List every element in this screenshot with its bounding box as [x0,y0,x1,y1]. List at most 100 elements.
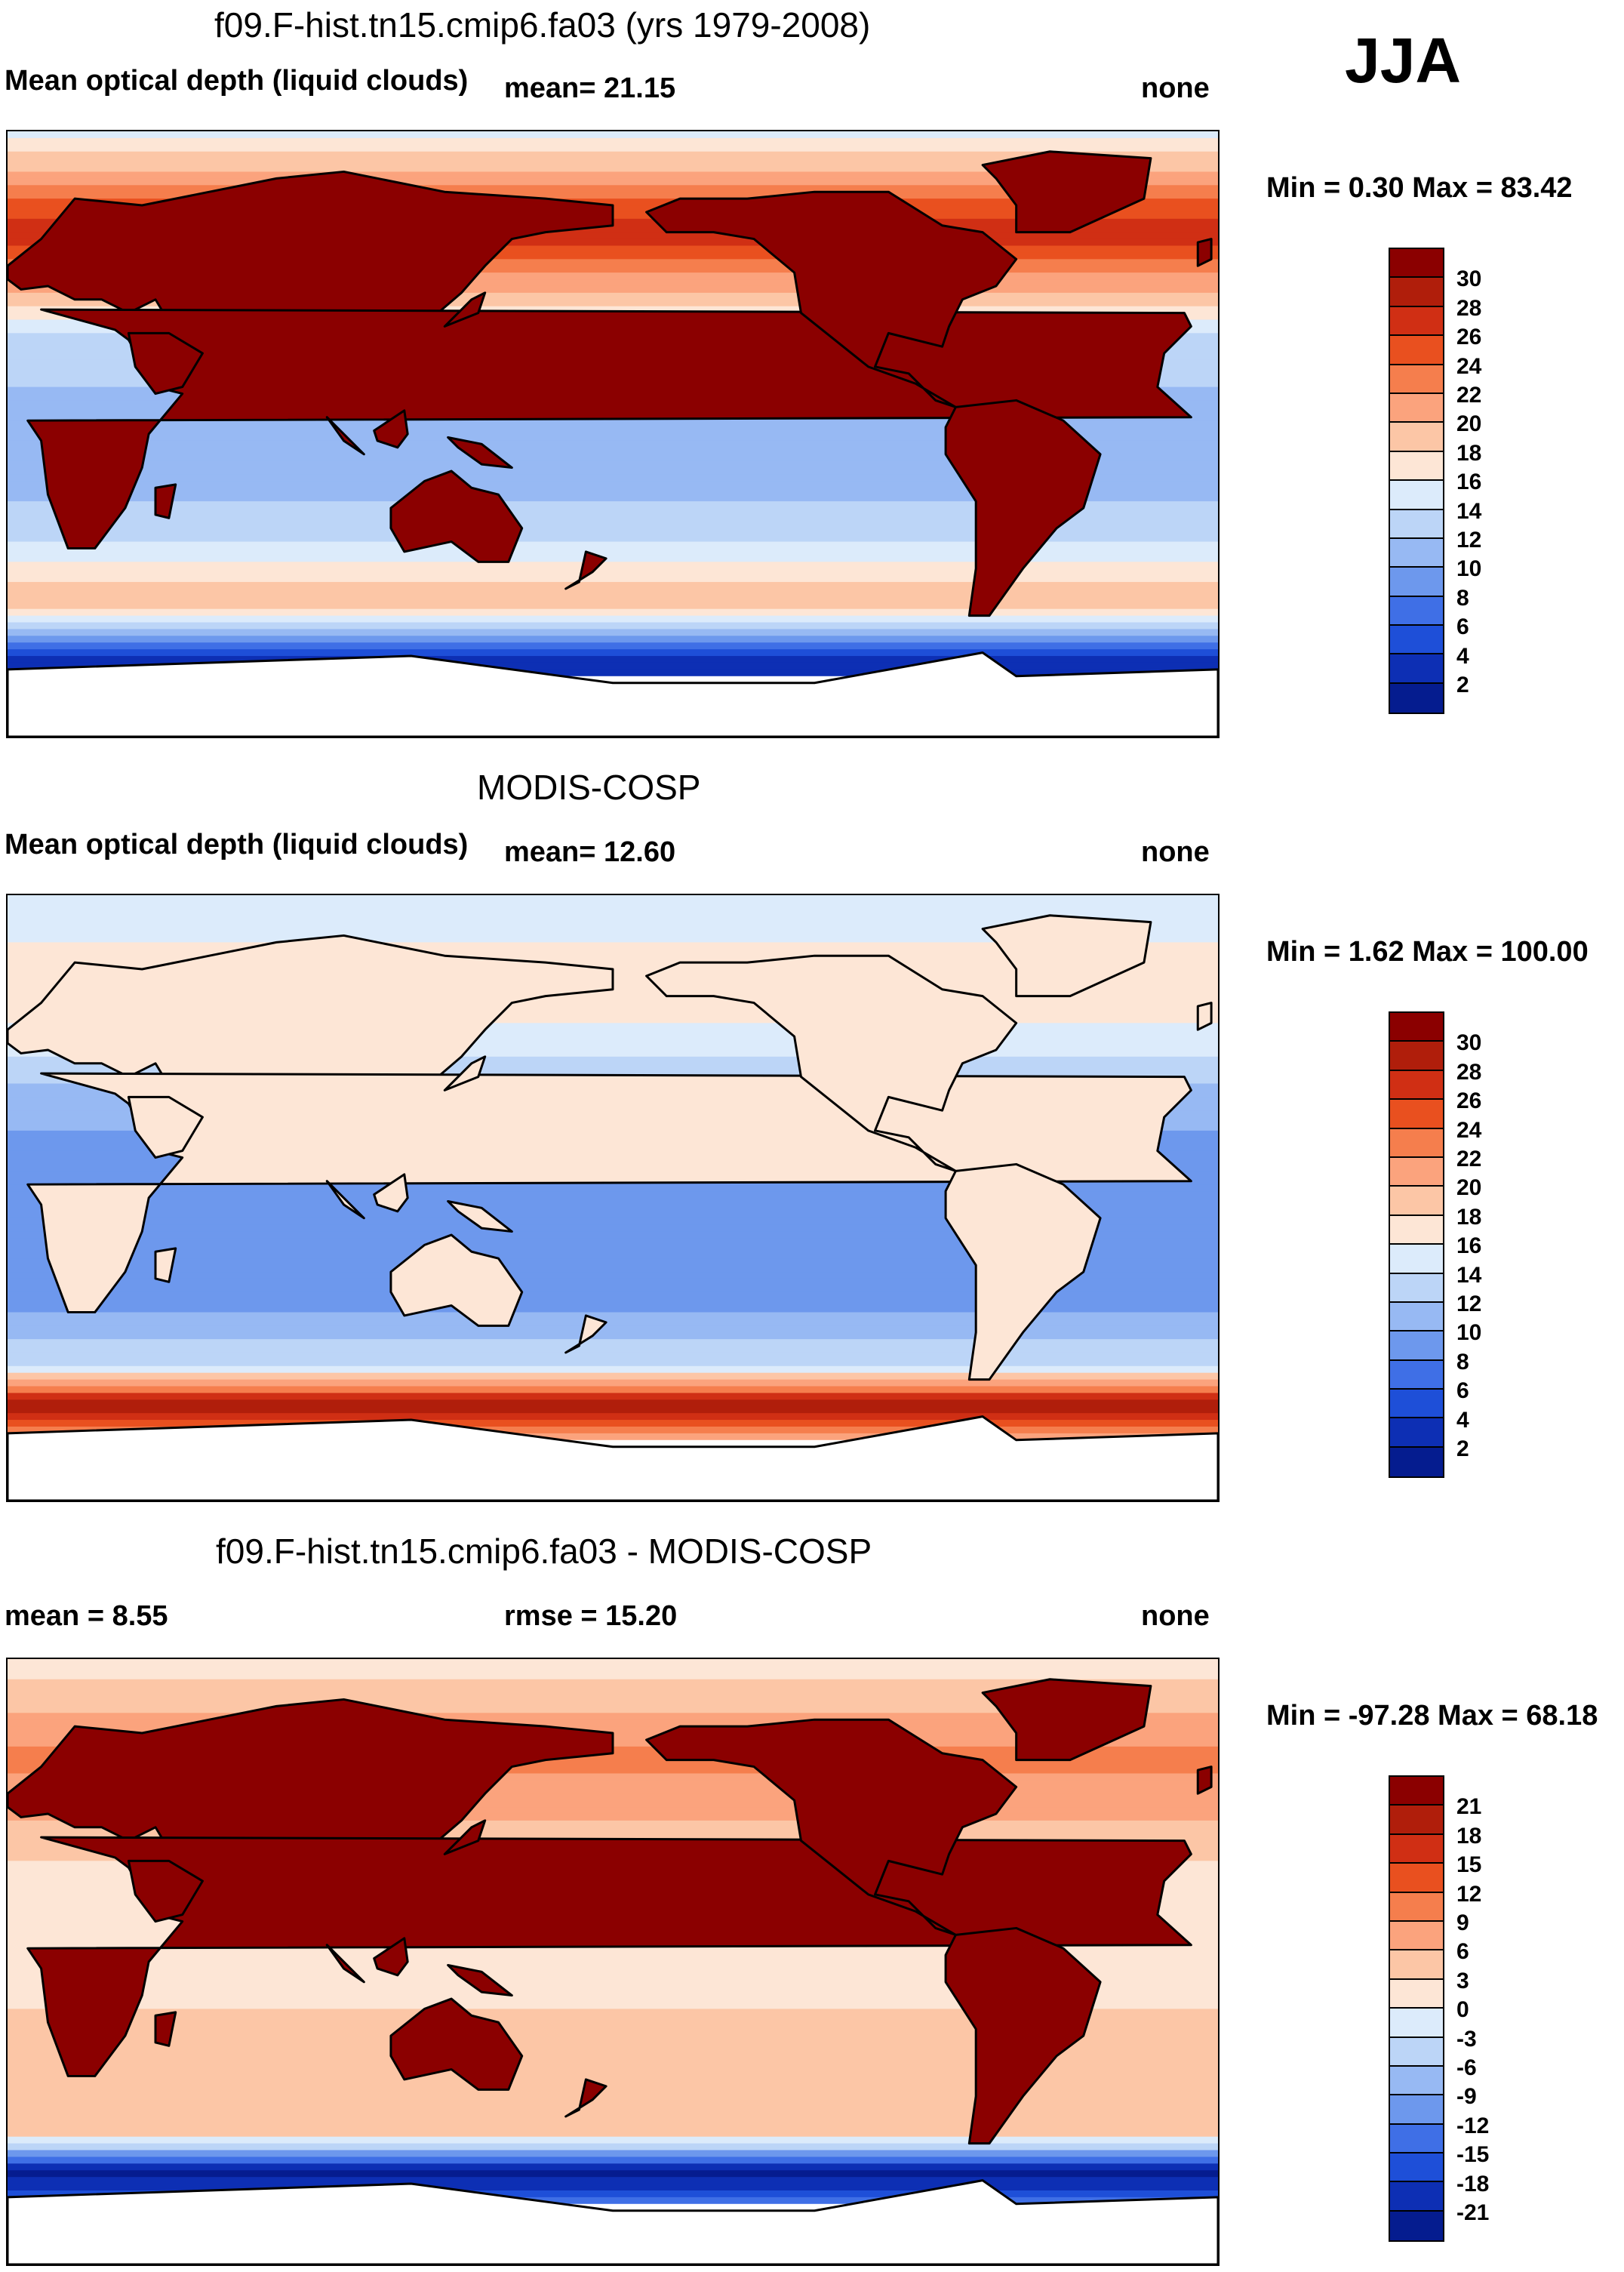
colorbar-tick-label: 9 [1456,1910,1469,1935]
continent-coastline [564,2078,607,2118]
latitude-band [8,1988,1218,1996]
colorbar-swatch [1390,481,1443,510]
latitude-band [8,447,1218,455]
latitude-band [8,178,1218,186]
continent-coastline [389,469,524,563]
colorbar-swatch [1390,1042,1443,1071]
latitude-band [8,1719,1218,1727]
latitude-band [8,1043,1218,1051]
latitude-band [8,669,1218,677]
latitude-band [8,1659,1218,1667]
latitude-band [8,1184,1218,1192]
latitude-band [8,636,1218,643]
continent-coastline [447,1199,513,1233]
latitude-band [8,2136,1218,2144]
latitude-band [8,1706,1218,1713]
latitude-band [8,1372,1218,1381]
latitude-band [8,1406,1218,1414]
latitude-band [8,2089,1218,2097]
latitude-band [8,541,1218,550]
colorbar-tick-label: 26 [1456,325,1482,350]
colorbar-tick-label: -15 [1456,2142,1490,2168]
panel-min-max: Min = 0.30 Max = 83.42 [1266,172,1573,204]
continent-coastline [443,291,487,328]
latitude-band [8,1365,1218,1374]
latitude-band [8,1833,1218,1842]
latitude-band [8,1759,1218,1768]
colorbar-swatch [1390,1447,1443,1477]
colorbar-tick-label: 10 [1456,1320,1482,1346]
colorbar-tick-label: 22 [1456,1147,1482,1171]
continent-coastline [373,1937,409,1977]
latitude-band [8,1002,1218,1011]
colorbar-tick-label: 14 [1456,1262,1482,1288]
latitude-band [8,1224,1218,1233]
latitude-band [8,165,1218,173]
season-label: JJA [1345,25,1462,96]
latitude-band [8,299,1218,307]
latitude-band [8,568,1218,576]
latitude-band [8,1016,1218,1024]
colorbar-tick-label: 6 [1456,1939,1469,1965]
continent-coastline [944,1926,1102,2145]
continent-coastline [154,483,177,519]
latitude-band [8,1692,1218,1701]
colorbar-swatch [1390,2124,1443,2154]
latitude-band [8,1686,1218,1694]
latitude-band [8,1204,1218,1212]
colorbar-tick-label: 15 [1456,1852,1482,1878]
colorbar-swatch [1390,365,1443,394]
latitude-band [8,1258,1218,1266]
colorbar-swatch [1390,1418,1443,1448]
colorbar-tick-label: -18 [1456,2171,1490,2197]
latitude-band [8,272,1218,280]
panel-units-label: none [1141,1600,1210,1632]
colorbar-tick-label: 8 [1456,1349,1469,1375]
latitude-band [8,131,1218,139]
panel-left-label: mean = 8.55 [5,1600,168,1632]
latitude-band [8,2177,1218,2184]
colorbar [1389,248,1444,715]
latitude-band [8,521,1218,529]
colorbar-tick-label: 3 [1456,1968,1469,1993]
latitude-band [8,2143,1218,2151]
continent-coastline [645,190,1018,408]
colorbar-tick-label: 20 [1456,411,1482,437]
latitude-band [8,615,1218,623]
colorbar-tick-label: 16 [1456,1233,1482,1259]
latitude-band [8,676,1218,684]
continent-coastline [26,1072,1192,1313]
latitude-band [8,1699,1218,1707]
continent-coastline [325,1944,365,1984]
colorbar-swatch [1390,1215,1443,1245]
panel-min-max: Min = 1.62 Max = 100.00 [1266,936,1589,968]
colorbar-tick-label: 4 [1456,1407,1469,1433]
land-field [8,914,1218,1501]
latitude-band [8,488,1218,495]
latitude-band [8,1962,1218,1969]
panel-mean-label: mean= 12.60 [504,836,676,868]
latitude-band [8,922,1218,930]
latitude-band [8,1379,1218,1387]
latitude-band [8,1426,1218,1434]
latitude-band [8,1433,1218,1441]
latitude-band [8,582,1218,590]
latitude-band [8,2190,1218,2198]
latitude-band [8,588,1218,596]
latitude-band [8,199,1218,206]
latitude-band [8,1009,1218,1017]
latitude-band [8,232,1218,240]
latitude-band [8,1056,1218,1064]
latitude-band [8,239,1218,247]
land-field [8,150,1218,737]
colorbar-swatch [1390,626,1443,655]
latitude-band [8,608,1218,617]
latitude-band [8,467,1218,476]
colorbar-tick-label: 12 [1456,1881,1482,1907]
latitude-band [8,895,1218,903]
latitude-band [8,1198,1218,1205]
latitude-band [8,1332,1218,1340]
latitude-band [8,245,1218,253]
latitude-band [8,306,1218,314]
latitude-band [8,1231,1218,1239]
